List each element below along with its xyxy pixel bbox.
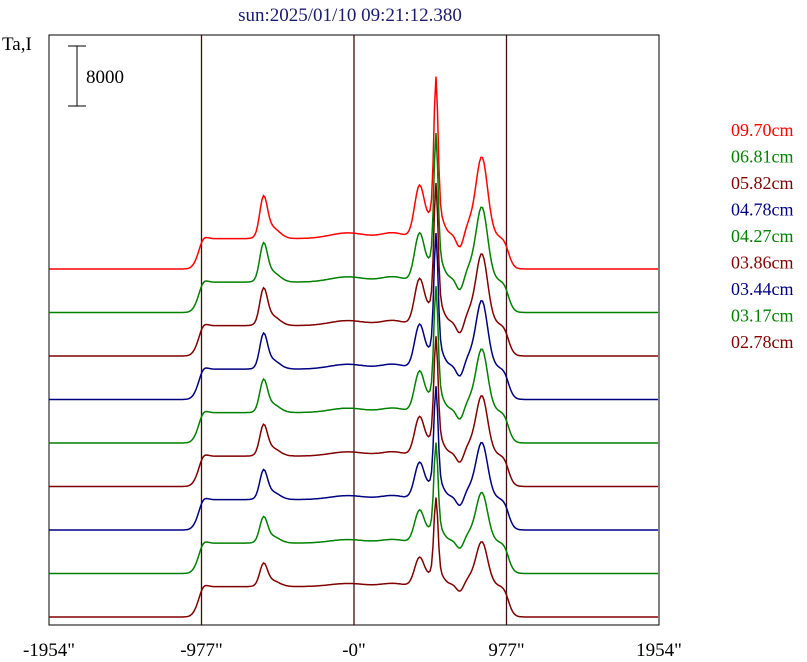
x-tick-label: 1954" bbox=[636, 640, 682, 661]
legend-entry: 03.44cm bbox=[731, 279, 794, 299]
series-line-6 bbox=[49, 386, 658, 531]
x-tick-label: -0" bbox=[342, 640, 366, 661]
scale-bar-label: 8000 bbox=[86, 67, 124, 88]
x-tick-label: 977" bbox=[488, 640, 524, 661]
scale-bar: 8000 bbox=[68, 45, 124, 107]
series-lines bbox=[49, 76, 658, 618]
legend-entry: 05.82cm bbox=[731, 173, 794, 193]
series-line-0 bbox=[49, 76, 658, 270]
series-line-4 bbox=[49, 286, 658, 444]
x-tick-label: -977" bbox=[180, 640, 223, 661]
series-line-3 bbox=[49, 232, 658, 401]
series-line-1 bbox=[49, 132, 658, 314]
chart-title: sun:2025/01/10 09:21:12.380 bbox=[238, 5, 462, 26]
x-tick-labels: -1954" -977" -0" 977" 1954" bbox=[23, 640, 682, 661]
series-line-5 bbox=[49, 336, 658, 488]
legend-entry: 03.86cm bbox=[731, 253, 794, 273]
series-line-7 bbox=[49, 442, 658, 575]
legend-entry: 04.27cm bbox=[731, 226, 794, 246]
series-line-2 bbox=[49, 182, 658, 357]
vertical-gridlines bbox=[200, 35, 508, 625]
series-line-8 bbox=[49, 497, 658, 618]
legend-entry: 09.70cm bbox=[731, 120, 794, 140]
legend-entry: 03.17cm bbox=[731, 306, 794, 326]
y-axis-label: Ta,I bbox=[2, 34, 32, 55]
legend: 09.70cm 06.81cm 05.82cm 04.78cm 04.27cm 03.86… bbox=[731, 120, 794, 352]
legend-entry: 06.81cm bbox=[731, 147, 794, 167]
legend-entry: 02.78cm bbox=[731, 332, 794, 352]
legend-entry: 04.78cm bbox=[731, 200, 794, 220]
x-tick-label: -1954" bbox=[23, 640, 75, 661]
